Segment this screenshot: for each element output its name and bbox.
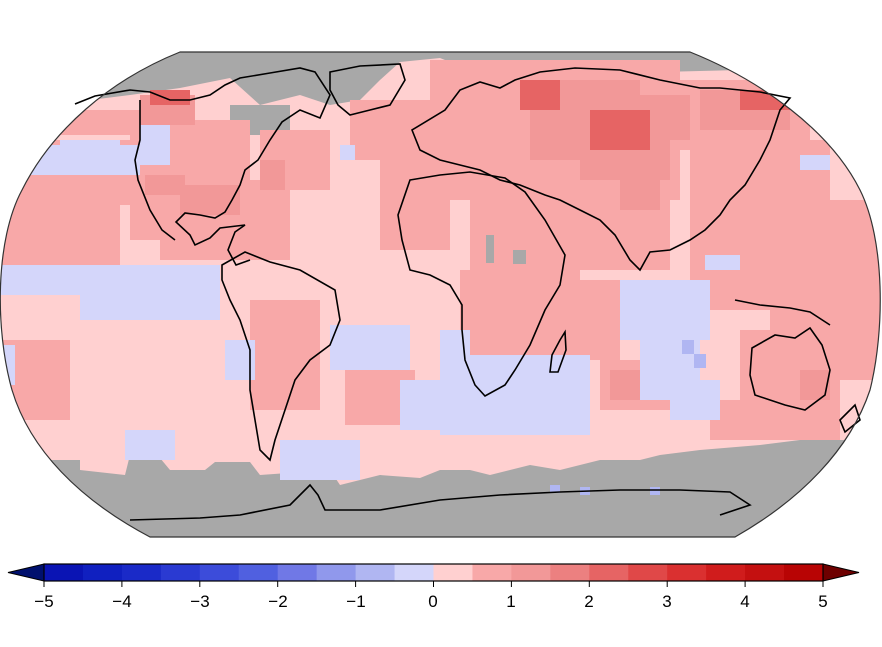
colorbar-tick-label: −5 [34,592,54,611]
colorbar-tick-label: 5 [818,592,828,611]
colorbar-bin [394,564,434,581]
colorbar-bin [745,564,785,581]
colorbar-bin [706,564,746,581]
anomaly-map [0,51,881,538]
colorbar-tick-label: −1 [346,592,366,611]
colorbar-bin [121,564,162,581]
colorbar-bin [199,564,240,581]
colorbar-under-arrow [7,563,45,582]
colorbar-over-arrow [822,563,860,582]
colorbar-tick-label: 0 [428,592,438,611]
colorbar-bin [511,564,551,581]
colorbar-tick-label: −2 [268,592,288,611]
colorbar-bin [82,564,123,581]
colorbar-bin [628,564,668,581]
colorbar-tick-label: 1 [506,592,516,611]
colorbar-bin [238,564,279,581]
colorbar-bin [667,564,707,581]
colorbar-bin [277,564,318,581]
colorbar-bin [472,564,512,581]
colorbar-tick-label: 4 [740,592,750,611]
colorbar-bins [44,564,824,581]
colorbar-bin [44,564,84,581]
colorbar-bin [160,564,201,581]
colorbar-tick-label: 3 [662,592,672,611]
colorbar-bin [589,564,629,581]
map-border [0,51,881,538]
colorbar-bin [550,564,590,581]
anomaly-grid [0,52,881,537]
colorbar-bin [355,564,396,581]
colorbar-bin [784,564,824,581]
colorbar-bin [316,564,357,581]
colorbar-tick-label: 2 [584,592,594,611]
colorbar-bin [433,564,473,581]
colorbar-tick-label: −3 [190,592,210,611]
colorbar-ticks [43,581,824,587]
colorbar-tick-label: −4 [112,592,132,611]
colorbar [0,555,882,605]
coastlines [74,63,861,521]
